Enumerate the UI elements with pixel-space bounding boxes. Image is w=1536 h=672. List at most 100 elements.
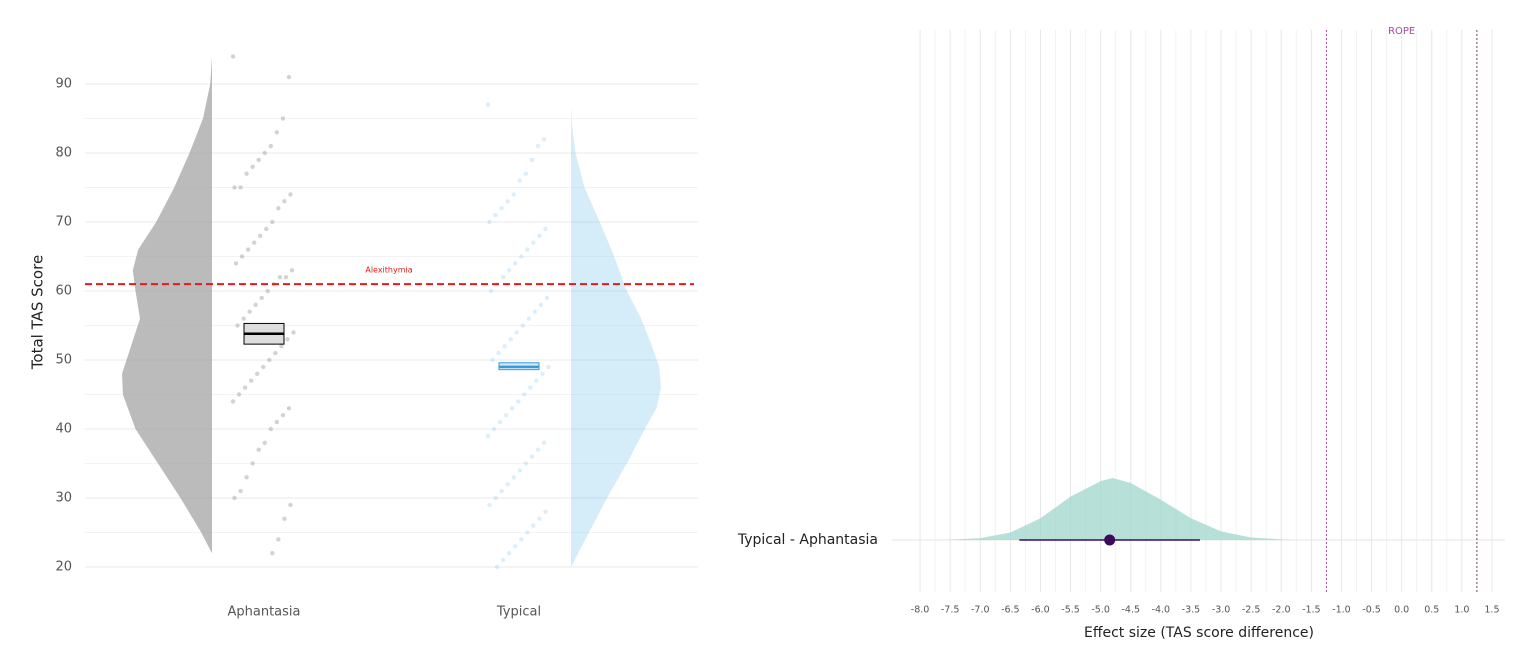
y-tick-label: 80 — [55, 146, 72, 161]
point — [540, 371, 545, 376]
point — [248, 378, 254, 383]
point — [233, 261, 239, 266]
point — [289, 268, 295, 273]
point — [267, 357, 272, 363]
point — [500, 557, 506, 563]
point — [506, 268, 512, 273]
x-tick-label: -0.5 — [1362, 605, 1381, 616]
point — [534, 378, 539, 383]
point — [286, 74, 292, 80]
point — [537, 233, 542, 238]
point — [250, 164, 255, 169]
x-tick-label: -1.0 — [1332, 605, 1351, 616]
category-label: Typical - Aphantasia — [737, 532, 878, 548]
point — [265, 288, 270, 294]
point — [496, 350, 501, 356]
point — [525, 247, 530, 252]
point — [519, 254, 524, 259]
point — [544, 295, 550, 301]
point — [250, 461, 255, 466]
x-axis-label: Effect size (TAS score difference) — [1084, 625, 1314, 641]
x-tick-label: -6.0 — [1031, 605, 1050, 616]
point — [490, 357, 495, 363]
x-tick-label: 0.0 — [1394, 605, 1409, 616]
y-tick-label: 20 — [55, 560, 72, 575]
point — [238, 185, 243, 190]
point — [543, 226, 548, 232]
point — [525, 530, 530, 535]
point — [537, 516, 542, 521]
point — [503, 413, 509, 418]
point — [519, 537, 524, 542]
density — [571, 104, 661, 567]
x-tick-label: -7.5 — [941, 605, 960, 616]
point — [531, 240, 536, 245]
point — [516, 399, 521, 404]
reference-label: Alexithymia — [365, 266, 412, 275]
point — [251, 240, 257, 245]
point — [522, 392, 527, 397]
x-tick-label: -4.5 — [1121, 605, 1140, 616]
point — [242, 385, 248, 390]
point — [500, 275, 506, 280]
point — [529, 454, 535, 459]
x-tick-label: Aphantasia — [227, 605, 300, 620]
point — [502, 344, 507, 349]
point — [487, 502, 492, 508]
point — [499, 206, 504, 211]
y-axis-label: Total TAS Score — [29, 255, 47, 370]
point — [279, 344, 284, 349]
point — [523, 461, 529, 466]
point — [280, 413, 286, 418]
x-tick-label: -3.5 — [1182, 605, 1201, 616]
y-tick-label: 30 — [55, 491, 72, 506]
point — [253, 302, 258, 307]
point — [499, 488, 504, 494]
point — [230, 54, 236, 59]
point — [282, 199, 287, 204]
y-tick-label: 70 — [55, 215, 72, 230]
point — [493, 212, 498, 218]
point — [276, 537, 281, 542]
point — [258, 233, 263, 238]
point — [505, 199, 510, 204]
point — [526, 316, 532, 321]
point — [273, 350, 278, 356]
point — [276, 206, 281, 211]
y-tick-label: 50 — [55, 353, 72, 368]
point — [509, 406, 515, 411]
point — [493, 495, 498, 501]
x-tick-label: Typical — [496, 605, 541, 620]
x-tick-label: -7.0 — [971, 605, 990, 616]
point — [277, 275, 283, 280]
x-tick-label: -6.5 — [1001, 605, 1020, 616]
x-tick-label: 0.5 — [1424, 605, 1439, 616]
point — [535, 447, 541, 452]
point — [235, 323, 240, 328]
point — [259, 295, 264, 301]
point — [236, 392, 242, 397]
point — [517, 468, 522, 473]
point — [274, 130, 280, 135]
point — [511, 475, 516, 480]
x-tick-label: -2.0 — [1272, 605, 1291, 616]
y-tick-label: 60 — [55, 284, 72, 299]
point — [286, 406, 292, 411]
point — [538, 302, 544, 307]
density — [122, 56, 212, 554]
y-tick-label: 40 — [55, 422, 72, 437]
point — [232, 495, 237, 501]
point — [264, 226, 269, 232]
x-tick-label: -8.0 — [911, 605, 930, 616]
point — [288, 192, 293, 197]
point — [485, 433, 491, 439]
point — [238, 488, 243, 494]
point — [508, 337, 513, 342]
point — [285, 337, 290, 342]
x-tick-label: -5.0 — [1091, 605, 1110, 616]
point — [513, 544, 518, 549]
point — [485, 102, 491, 107]
point — [541, 440, 547, 445]
point — [487, 219, 492, 225]
